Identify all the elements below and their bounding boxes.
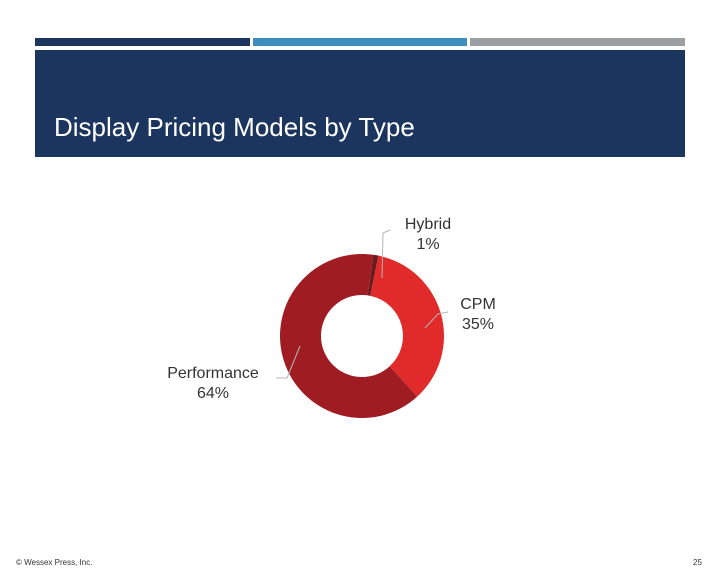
accent-bar-2 bbox=[253, 38, 467, 46]
donut-slice-performance bbox=[280, 253, 418, 418]
donut-slice-hybrid bbox=[367, 254, 379, 296]
slide-title: Display Pricing Models by Type bbox=[54, 112, 415, 142]
footer-copyright: © Wessex Press, Inc. bbox=[16, 558, 93, 567]
footer-page-number: 25 bbox=[693, 558, 702, 567]
donut-labels: Hybrid 1% CPM 35% Performance 64% bbox=[167, 216, 496, 402]
slice-value-performance: 64% bbox=[197, 385, 229, 402]
title-band: Display Pricing Models by Type bbox=[35, 50, 685, 157]
slice-label-performance: Performance bbox=[167, 365, 259, 382]
donut-slice-cpm bbox=[370, 255, 444, 397]
donut-slices bbox=[280, 253, 444, 418]
accent-bar-3 bbox=[470, 38, 685, 46]
slice-label-hybrid: Hybrid bbox=[405, 216, 451, 233]
slice-label-cpm: CPM bbox=[460, 296, 496, 313]
slice-value-hybrid: 1% bbox=[416, 236, 439, 253]
top-accent-bars bbox=[35, 38, 685, 46]
leader-line-performance bbox=[276, 345, 301, 379]
accent-bar-1 bbox=[35, 38, 250, 46]
leader-line-hybrid bbox=[381, 229, 391, 279]
leader-line-cpm bbox=[424, 311, 449, 329]
slice-value-cpm: 35% bbox=[462, 316, 494, 333]
